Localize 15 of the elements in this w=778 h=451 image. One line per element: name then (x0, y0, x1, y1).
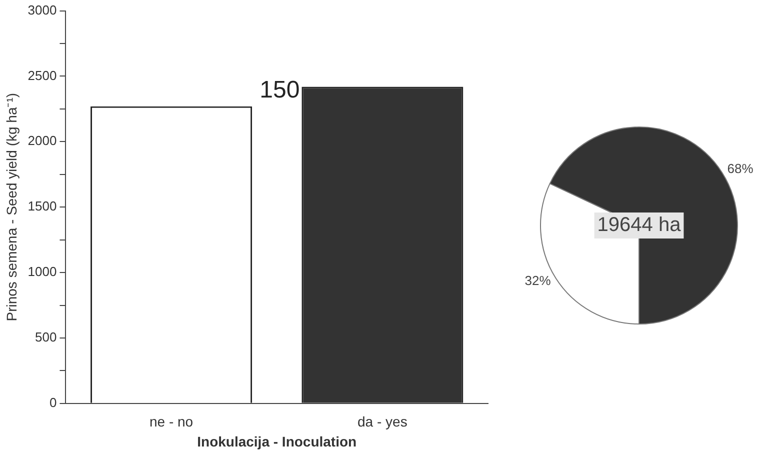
x-tick-label: da - yes (358, 414, 408, 430)
data-label: 68% (727, 161, 754, 176)
text: 19644 ha (597, 214, 682, 236)
x-axis-title: Inokulacija - Inoculation (197, 433, 357, 450)
y-tick-label: 0 (49, 394, 57, 410)
y-tick-label: 3000 (28, 2, 57, 18)
x-tick-label: ne - no (149, 414, 194, 430)
y-tick-label: 2000 (28, 133, 57, 148)
y-tick-label: 1000 (28, 264, 57, 280)
y-tick-label: 500 (35, 330, 57, 345)
annotation: 150 (260, 76, 300, 104)
y-axis-title: Prinos semena - Seed yield (kg ha⁻¹) (3, 92, 20, 322)
data-label: 32% (524, 273, 552, 288)
y-tick-label: 2500 (28, 68, 57, 83)
y-tick-label: 1500 (28, 198, 57, 214)
